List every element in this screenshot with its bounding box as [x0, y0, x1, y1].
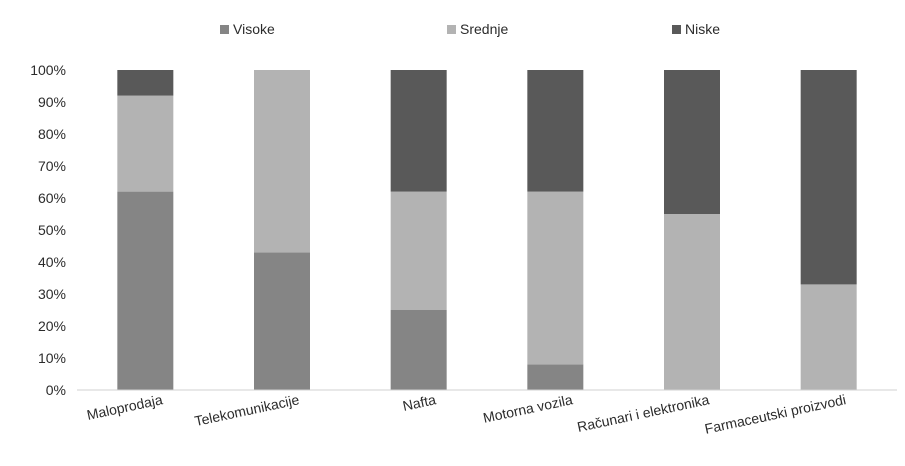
bar-stack [390, 70, 447, 390]
bar-segment [254, 70, 310, 253]
bar-segment [390, 310, 447, 390]
bar-stack [117, 70, 174, 390]
x-tick-label: Telekomunikacije [193, 391, 301, 429]
bar-segment [664, 214, 720, 390]
y-tick-label: 90% [38, 94, 66, 110]
bar-segment [254, 252, 310, 390]
y-tick-label: 30% [38, 286, 66, 302]
bar-stack [527, 70, 584, 390]
bar-segment [664, 70, 720, 214]
bar-stack [254, 70, 310, 390]
legend-item: Visoke [220, 21, 275, 37]
bar-stack [800, 70, 857, 390]
legend-item: Niske [672, 21, 720, 37]
bar-segment [390, 191, 447, 310]
legend-item: Srednje [447, 21, 508, 37]
legend-label: Niske [685, 21, 720, 37]
y-tick-label: 40% [38, 254, 66, 270]
x-tick-label: Farmaceutski proizvodi [703, 391, 847, 437]
y-tick-label: 0% [46, 382, 66, 398]
x-tick-label: Maloprodaja [85, 391, 164, 423]
legend-swatch [672, 25, 681, 34]
bar-segment [117, 191, 174, 390]
bar-segment [800, 70, 857, 285]
legend-label: Visoke [233, 21, 275, 37]
bar-segment [390, 70, 447, 192]
y-tick-label: 10% [38, 350, 66, 366]
y-tick-label: 100% [30, 62, 66, 78]
legend-swatch [220, 25, 229, 34]
y-tick-label: 70% [38, 158, 66, 174]
chart-legend: Visoke Srednje Niske [220, 21, 720, 37]
bar-segment [117, 95, 174, 192]
x-axis: Maloprodaja Telekomunikacije Nafta Motorna … [77, 389, 897, 437]
x-tick-label: Motorna vozila [482, 391, 575, 426]
x-tick-label: Računari i elektronika [576, 391, 711, 435]
x-tick-label: Nafta [401, 391, 437, 414]
bar-stack [664, 70, 720, 390]
y-tick-label: 50% [38, 222, 66, 238]
bar-segment [117, 70, 174, 96]
bar-segment [800, 284, 857, 390]
bar-segment [527, 191, 584, 365]
legend-label: Srednje [460, 21, 508, 37]
legend-swatch [447, 25, 456, 34]
bar-segment [527, 364, 584, 390]
bars [117, 70, 857, 390]
bar-segment [527, 70, 584, 192]
y-tick-label: 20% [38, 318, 66, 334]
y-tick-label: 80% [38, 126, 66, 142]
y-axis: 0% 10% 20% 30% 40% 50% 60% 70% 80% 90% 100% [30, 62, 66, 398]
y-tick-label: 60% [38, 190, 66, 206]
